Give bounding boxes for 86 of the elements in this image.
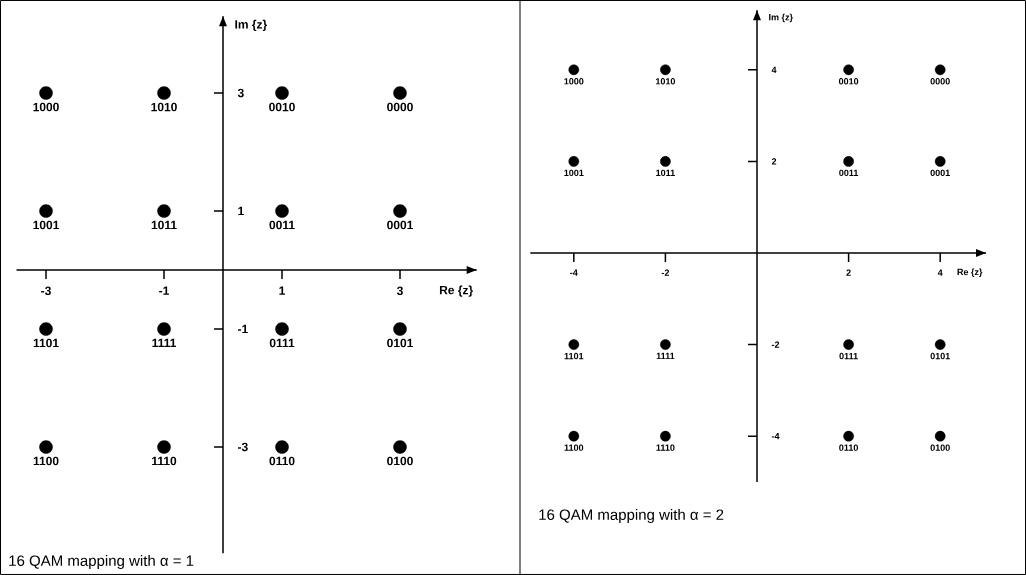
annotation: 1101: [564, 352, 584, 360]
x-tick-label: -3: [41, 286, 51, 296]
text: 16 QAM mapping with α = 1: [9, 554, 194, 569]
point: [275, 204, 289, 218]
point: [393, 86, 407, 100]
annotation: 0110: [269, 456, 295, 466]
annotation: 1100: [33, 456, 59, 466]
point: [39, 322, 53, 336]
point: [393, 440, 407, 454]
point: [568, 156, 580, 167]
annotation: 1000: [564, 78, 584, 85]
annotation: 0100: [387, 456, 413, 466]
point: [393, 204, 407, 218]
point: [157, 440, 171, 454]
annotation: 0001: [930, 169, 950, 177]
annotation: 1010: [655, 78, 676, 85]
annotation: 0111: [269, 338, 295, 348]
annotation: 1111: [656, 352, 675, 360]
point: [843, 339, 854, 350]
point: [843, 430, 854, 442]
annotation: 1000: [33, 102, 59, 112]
point: [934, 339, 946, 350]
annotation: 0110: [839, 444, 858, 451]
annotation: 1011: [656, 169, 675, 177]
x-tick-label: -1: [159, 286, 170, 295]
annotation: 0000: [930, 78, 950, 85]
y-tick-label: 1: [238, 206, 244, 216]
x-tick-label: -4: [570, 269, 578, 276]
y-axis-title: Im {z}: [769, 13, 793, 23]
y-tick-label: -4: [771, 433, 780, 440]
annotation: 1010: [151, 102, 177, 112]
y-axis-title: Im {z}: [235, 19, 268, 32]
annotation: 0011: [839, 169, 859, 177]
point: [568, 64, 580, 76]
point: [275, 86, 289, 100]
text: 16 QAM mapping with α = 2: [539, 508, 724, 523]
annotation: 1011: [151, 220, 177, 230]
y-tick-label: -3: [238, 442, 248, 452]
point: [275, 440, 289, 454]
x-tick-label: 3: [396, 286, 403, 296]
point: [843, 156, 854, 167]
point: [660, 430, 671, 442]
annotation: 1110: [152, 456, 177, 466]
annotation: 1001: [33, 220, 60, 230]
annotation: 0101: [930, 352, 950, 360]
x-tick-label: 4: [937, 269, 943, 276]
point: [157, 204, 171, 218]
point: [157, 86, 171, 100]
annotation: 0000: [387, 102, 413, 112]
y-tick-label: -2: [771, 341, 780, 348]
point: [39, 204, 53, 218]
annotation: 1101: [33, 338, 59, 348]
annotation: 0101: [387, 338, 414, 348]
point: [39, 86, 53, 100]
x-axis-title: Re {z}: [439, 285, 473, 297]
x-tick-label: -2: [661, 269, 670, 276]
y-tick-label: 4: [771, 66, 777, 73]
point: [660, 64, 671, 76]
point: [660, 339, 671, 350]
x-tick-label: 2: [846, 269, 851, 276]
x-tick-label: 1: [279, 286, 286, 295]
annotation: 1100: [564, 444, 584, 451]
point: [934, 430, 946, 442]
point: [568, 430, 580, 442]
annotation: 1111: [152, 338, 177, 347]
y-tick-label: -1: [238, 324, 248, 334]
annotation: 0111: [839, 352, 858, 360]
point: [393, 322, 407, 336]
point: [157, 322, 171, 336]
annotation: 0010: [269, 102, 295, 112]
point: [934, 64, 946, 76]
point: [843, 64, 854, 76]
annotation: 1001: [564, 169, 584, 177]
y-tick-label: 3: [237, 88, 244, 98]
annotation: 0100: [930, 444, 950, 451]
x-axis-title: Re {z}: [957, 268, 983, 277]
annotation: 0001: [387, 220, 414, 230]
y-tick-label: 2: [771, 158, 777, 165]
point: [568, 339, 580, 350]
point: [660, 156, 671, 167]
point: [934, 156, 946, 167]
annotation: 1110: [656, 444, 675, 451]
annotation: 0010: [838, 78, 859, 85]
point: [39, 440, 53, 454]
annotation: 0011: [269, 220, 295, 230]
point: [275, 322, 289, 336]
